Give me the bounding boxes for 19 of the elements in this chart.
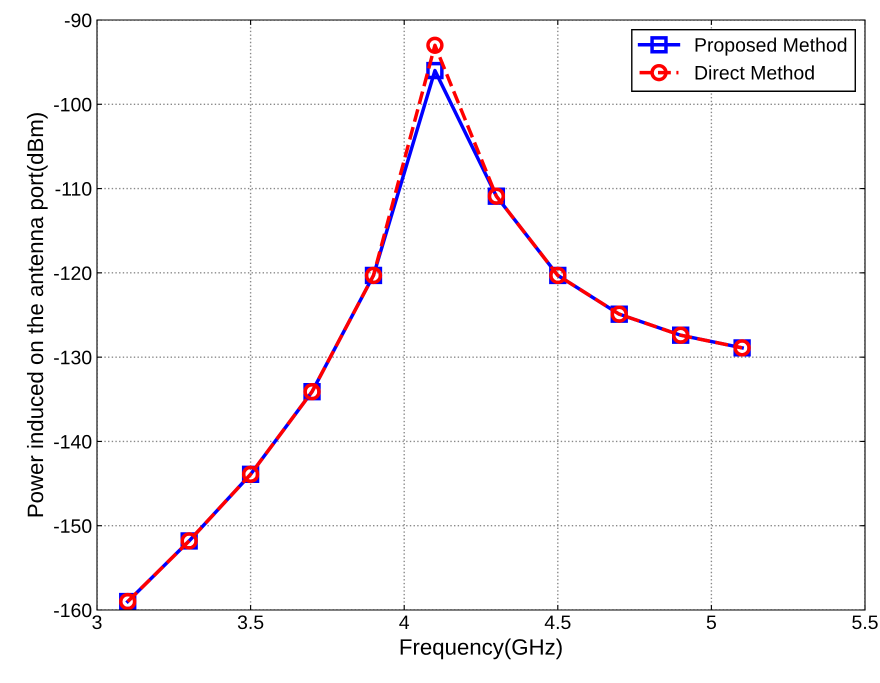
x-tick-label: 4 [399, 616, 410, 629]
y-axis-title: Power induced on the antenna port(dBm) [26, 113, 48, 516]
legend-label: Direct Method [696, 65, 814, 80]
x-tick-label: 5 [706, 616, 716, 630]
y-tick-label: -160 [54, 603, 92, 618]
y-tick-label: -140 [54, 434, 92, 449]
legend-label: Proposed Method [696, 38, 846, 56]
x-tick-label: 3.5 [238, 615, 264, 630]
y-tick-label: -100 [54, 98, 92, 112]
point [426, 36, 444, 54]
x-tick-label: 3 [92, 615, 102, 630]
x-tick-label: 4.5 [544, 616, 570, 630]
x-tick-label: 5.5 [852, 616, 878, 630]
y-tick-label: -90 [64, 13, 92, 28]
y-tick-label: -130 [54, 350, 92, 364]
x-axis-title: Frequency(GHz) [400, 638, 562, 660]
y-tick-label: -120 [54, 266, 92, 280]
y-tick-label: -110 [56, 182, 92, 196]
y-tick-label: -150 [54, 519, 92, 533]
